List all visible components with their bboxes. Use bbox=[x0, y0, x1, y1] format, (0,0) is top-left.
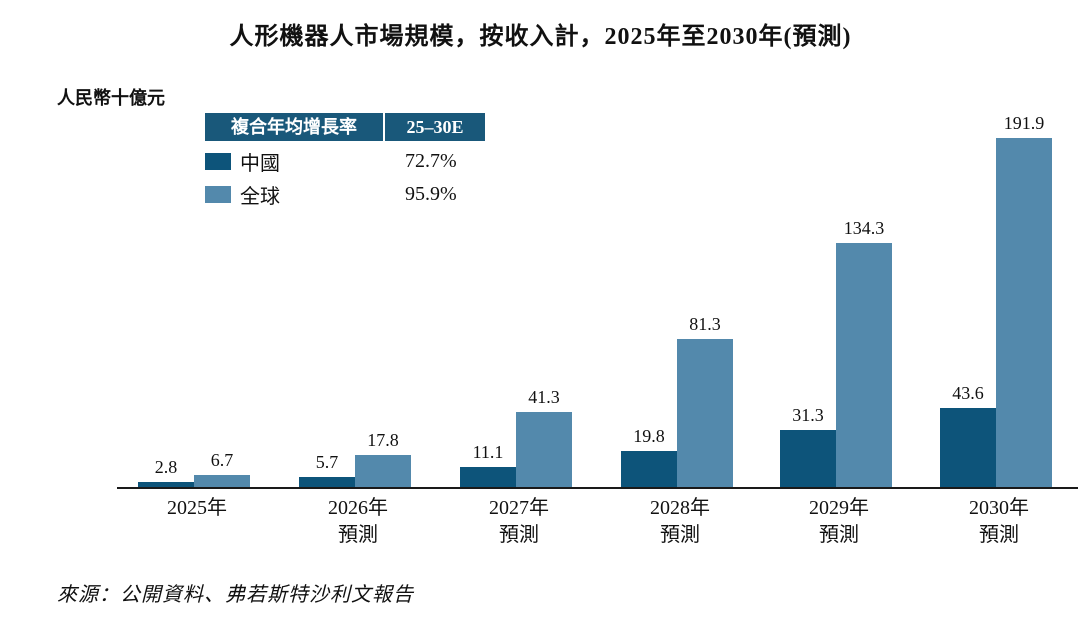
legend-header-metric: 複合年均增長率 bbox=[205, 113, 383, 141]
bar-value-label: 11.1 bbox=[472, 442, 504, 462]
china-series-swatch bbox=[205, 152, 231, 170]
global-bar bbox=[996, 138, 1052, 487]
china-bar bbox=[460, 467, 516, 487]
legend-label-global: 全球 bbox=[240, 185, 280, 208]
x-tick-label: 2026年 預測 bbox=[328, 497, 388, 546]
x-tick-label: 2027年 預測 bbox=[489, 497, 549, 546]
legend-header-period: 25–30E bbox=[385, 113, 485, 141]
legend-row-global: 全球 95.9% bbox=[205, 181, 485, 208]
legend-value-global: 95.9% bbox=[405, 182, 457, 205]
x-tick-label: 2029年 預測 bbox=[809, 497, 869, 546]
y-axis-unit-label: 人民幣十億元 bbox=[57, 88, 165, 108]
global-bar bbox=[836, 243, 892, 487]
global-bar bbox=[677, 339, 733, 487]
legend-label-china: 中國 bbox=[240, 152, 280, 175]
bar-value-label: 134.3 bbox=[843, 218, 885, 238]
legend-header-divider bbox=[383, 113, 385, 141]
bar-value-label: 6.7 bbox=[210, 450, 234, 470]
bar-value-label: 41.3 bbox=[528, 387, 560, 407]
bar-value-label: 19.8 bbox=[633, 426, 665, 446]
legend: 複合年均增長率 25–30E 中國 72.7% 全球 95.9% bbox=[205, 113, 485, 208]
global-bar bbox=[355, 455, 411, 487]
bar-value-label: 2.8 bbox=[154, 457, 178, 477]
legend-row-china: 中國 72.7% bbox=[205, 148, 485, 175]
global-bar bbox=[516, 412, 572, 487]
bar-value-label: 5.7 bbox=[315, 452, 339, 472]
chart-title: 人形機器人市場規模，按收入計，2025年至2030年(預測) bbox=[229, 24, 852, 50]
bar-value-label: 17.8 bbox=[367, 430, 399, 450]
global-bar bbox=[194, 475, 250, 487]
bar-value-label: 191.9 bbox=[1003, 113, 1045, 133]
china-bar bbox=[138, 482, 194, 487]
x-tick-label: 2030年 預測 bbox=[969, 497, 1029, 546]
china-bar bbox=[621, 451, 677, 487]
legend-value-china: 72.7% bbox=[405, 149, 457, 172]
source-note: 來源：公開資料、弗若斯特沙利文報告 bbox=[57, 584, 414, 606]
global-series-swatch bbox=[205, 185, 231, 203]
x-axis-line bbox=[117, 487, 1078, 489]
bar-value-label: 43.6 bbox=[952, 383, 984, 403]
x-tick-label: 2028年 預測 bbox=[650, 497, 710, 546]
bar-value-label: 31.3 bbox=[792, 405, 824, 425]
bar-value-label: 81.3 bbox=[689, 314, 721, 334]
legend-header: 複合年均增長率 25–30E bbox=[205, 113, 485, 141]
x-tick-label: 2025年 bbox=[167, 497, 227, 519]
china-bar bbox=[940, 408, 996, 487]
china-bar bbox=[299, 477, 355, 487]
china-bar bbox=[780, 430, 836, 487]
